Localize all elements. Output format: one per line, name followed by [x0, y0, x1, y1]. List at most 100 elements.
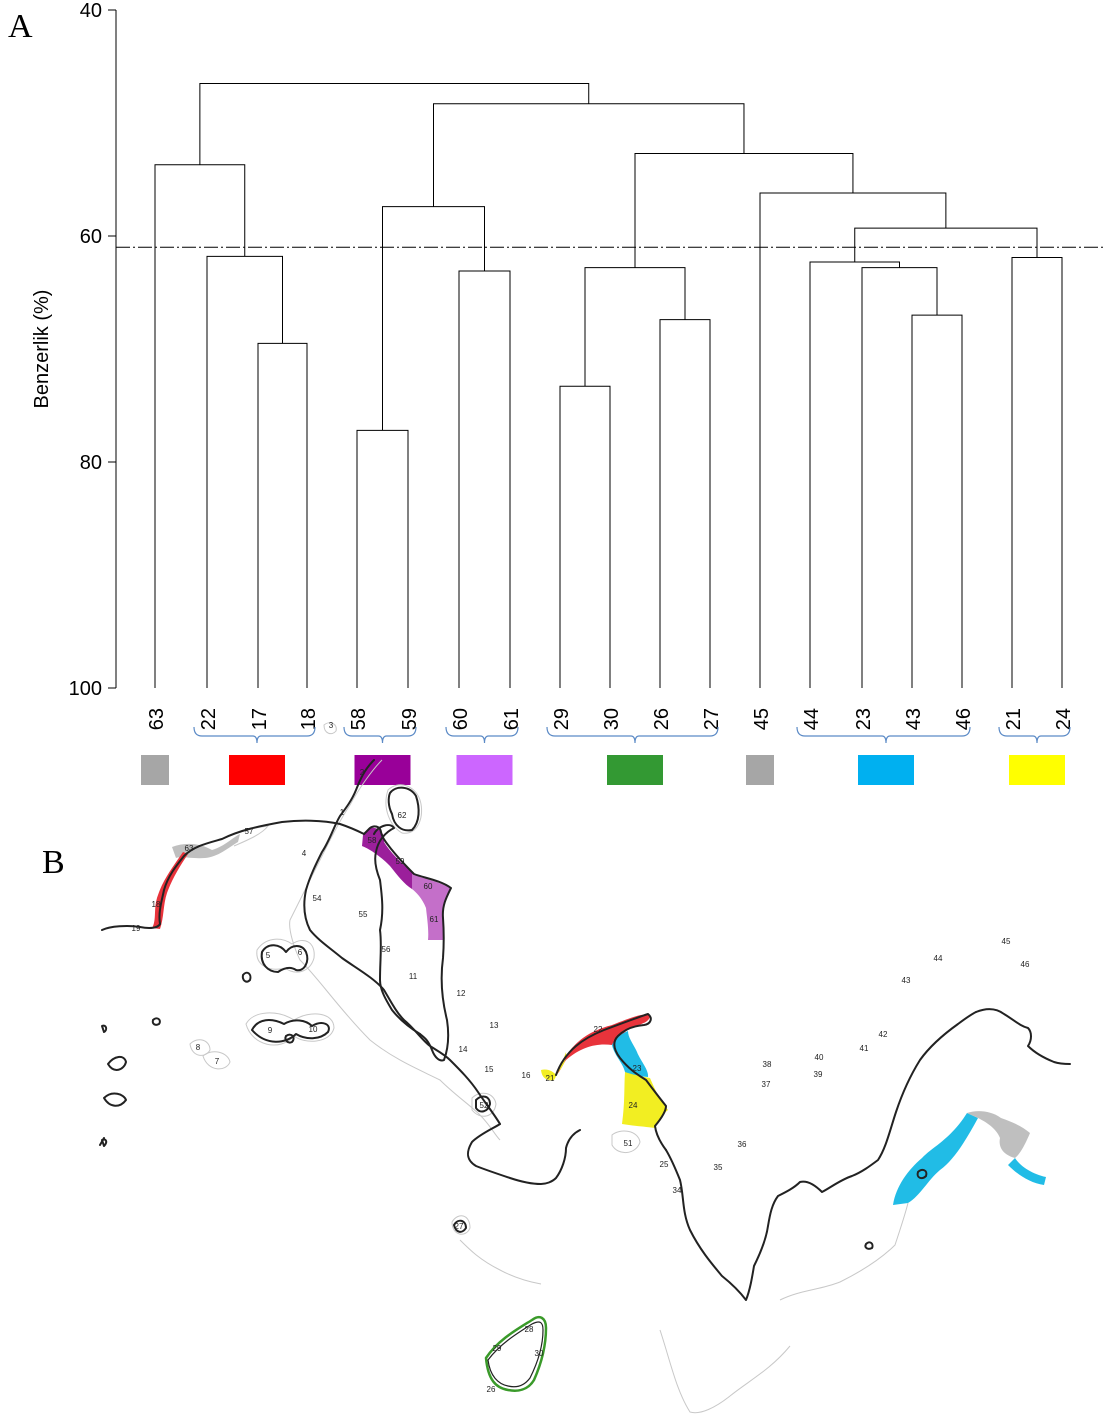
coast-north-bay [303, 759, 501, 1125]
station-label-25: 25 [660, 1160, 669, 1169]
link-11 [809, 261, 900, 688]
islet-west-2 [103, 1092, 127, 1107]
station-label-13: 13 [490, 1021, 499, 1030]
leaf-label-30: 30 [601, 708, 623, 730]
island-52 [475, 1095, 491, 1113]
island-9-10-outline [245, 1012, 335, 1046]
station-label-59: 59 [396, 857, 405, 866]
islet-small-2 [241, 971, 252, 983]
station-label-58: 58 [368, 836, 377, 845]
station-label-24: 24 [629, 1101, 638, 1110]
station-label-5: 5 [266, 951, 271, 960]
station-label-3: 3 [329, 721, 334, 730]
dendrogram-links [154, 82, 1063, 688]
station-label-8: 8 [196, 1043, 201, 1052]
y-axis-label: Benzerlik (%) [31, 290, 53, 409]
y-tick-label-80: 80 [80, 452, 102, 474]
station-label-46: 46 [1021, 960, 1030, 969]
leaf-label-29: 29 [551, 708, 573, 730]
link-6 [559, 385, 611, 688]
islet-43 [916, 1168, 928, 1180]
link-12 [1011, 256, 1063, 688]
island-5-6 [260, 944, 309, 973]
island-26-30-inner [487, 1321, 544, 1388]
leaf-label-17: 17 [249, 708, 271, 730]
link-3 [356, 429, 409, 688]
station-label-43: 43 [902, 976, 911, 985]
leaf-labels: 63 22 17 18 58 59 60 61 29 30 26 27 45 44 23 43 46 21 24 [146, 708, 1075, 730]
station-label-40: 40 [815, 1053, 824, 1062]
station-label-55: 55 [359, 910, 368, 919]
islet-small-5 [284, 1033, 295, 1044]
group-swatch-3 [456, 755, 513, 785]
coast-58-spit [363, 825, 452, 1062]
link-8 [584, 267, 686, 387]
island-52-outline [471, 1092, 497, 1117]
leaf-label-60: 60 [450, 708, 472, 730]
island-51-outline [611, 1130, 641, 1153]
island-62 [387, 786, 420, 832]
panel-a-label: A [8, 8, 33, 45]
station-label-35: 35 [714, 1163, 723, 1172]
islet-41 [864, 1241, 874, 1250]
zone-24-yellow [622, 1072, 668, 1128]
station-label-4: 4 [302, 849, 307, 858]
group-swatch-6 [858, 755, 914, 785]
station-label-9: 9 [268, 1026, 273, 1035]
zone-outline-east-coast-2 [779, 1202, 909, 1301]
group-swatch-1 [229, 755, 285, 785]
station-label-10: 10 [309, 1025, 318, 1034]
group-swatch-0 [141, 755, 169, 785]
coast-south-east [665, 1011, 977, 1301]
station-label-29: 29 [493, 1344, 502, 1353]
islet-small-3 [101, 1024, 108, 1033]
link-13 [854, 227, 1038, 262]
station-label-15: 15 [485, 1065, 494, 1074]
leaf-label-44: 44 [801, 708, 823, 730]
zone-outline-south-bay [459, 1239, 542, 1285]
station-label-22: 22 [594, 1025, 603, 1034]
group-bracket-2 [343, 726, 417, 744]
leaf-label-45: 45 [751, 708, 773, 730]
link-15 [634, 153, 854, 268]
link-1 [206, 255, 283, 688]
group-swatch-4 [607, 755, 663, 785]
station-label-16: 16 [522, 1071, 531, 1080]
group-swatch-7 [1009, 755, 1065, 785]
leaf-label-23: 23 [853, 708, 875, 730]
group-bracket-4 [546, 726, 719, 744]
link-16 [433, 103, 745, 207]
leaf-label-27: 27 [701, 708, 723, 730]
coast-peninsula [373, 824, 421, 1035]
coast-south-bay [466, 1123, 581, 1185]
dendrogram: Benzerlik (%) 40 60 80 100 63 22 17 18 58 59 60 61… [31, 0, 1103, 785]
island-26-30 [484, 1316, 548, 1392]
leaf-label-26: 26 [651, 708, 673, 730]
station-label-7: 7 [215, 1057, 220, 1066]
zone-23-blue [612, 1031, 649, 1077]
leaf-label-46: 46 [953, 708, 975, 730]
coastline [99, 759, 1071, 1392]
station-label-1: 1 [340, 808, 345, 817]
station-label-56: 56 [382, 945, 391, 954]
zone-outlines [189, 722, 909, 1414]
leaf-label-59: 59 [399, 708, 421, 730]
zone-18-red [152, 852, 188, 929]
y-tick-label-100: 100 [69, 678, 102, 700]
group-brackets [193, 726, 1071, 744]
coast-northwest [101, 819, 365, 931]
leaf-label-18: 18 [298, 708, 320, 730]
station-label-11: 11 [409, 972, 418, 981]
zone-outline-east-coast [659, 1329, 791, 1414]
islet-102 [99, 1137, 105, 1146]
island-5-6-outline [256, 938, 315, 973]
zone-60-61-lilac [412, 874, 450, 940]
link-2 [154, 164, 246, 688]
link-5 [382, 206, 485, 431]
station-label-54: 54 [313, 894, 322, 903]
station-label-41: 41 [860, 1044, 869, 1053]
panel-b-label: B [42, 844, 65, 881]
group-swatch-2 [354, 755, 411, 785]
